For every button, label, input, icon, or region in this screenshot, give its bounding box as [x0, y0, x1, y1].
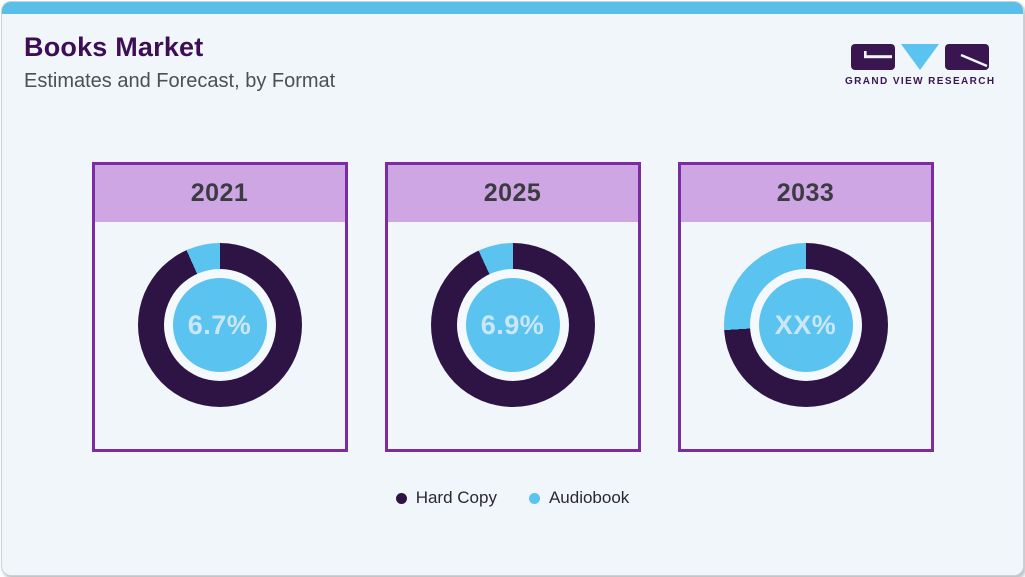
top-accent-bar [2, 2, 1023, 14]
donut-chart-2025: 6.9% [430, 243, 595, 407]
card-body-2021: 6.7% [95, 222, 345, 449]
card-2025: 2025 6.9% [384, 162, 641, 452]
legend-label: Audiobook [548, 488, 630, 507]
legend-item-hard-copy: Hard Copy [395, 488, 497, 508]
donut-center-value: 6.9% [480, 309, 545, 340]
donut-center-circle: 6.9% [465, 278, 560, 372]
donut-hole: 6.7% [163, 269, 276, 381]
legend-label: Hard Copy [415, 488, 497, 507]
gvr-logo-icon [851, 44, 989, 70]
card-2033: 2033 XX% [677, 162, 934, 452]
title-block: Books Market Estimates and Forecast, by … [24, 32, 335, 93]
card-year-label: 2033 [776, 179, 835, 207]
donut-hole: XX% [749, 269, 862, 381]
card-year-label: 2025 [483, 179, 542, 207]
donut-center-value: 6.7% [187, 309, 252, 340]
donut-chart-2021: 6.7% [137, 243, 302, 407]
chart-legend: Hard Copy Audiobook [2, 488, 1023, 508]
donut-center-circle: XX% [758, 278, 853, 372]
card-header-2021: 2021 [94, 165, 345, 222]
page-subtitle: Estimates and Forecast, by Format [24, 70, 336, 92]
donut-center-circle: 6.7% [172, 278, 267, 372]
logo-text: GRAND VIEW RESEARCH [845, 76, 996, 87]
legend-item-audiobook: Audiobook [528, 488, 630, 508]
header: Books Market Estimates and Forecast, by … [2, 14, 1023, 110]
donut-center-value: XX% [774, 309, 837, 340]
audiobook-legend-dot-icon [528, 492, 540, 504]
card-header-2025: 2025 [387, 165, 638, 222]
year-cards-row: 2021 6.7% 2025 [2, 162, 1023, 452]
donut-hole: 6.9% [456, 269, 569, 381]
card-header-2033: 2033 [680, 165, 931, 222]
hard-copy-legend-dot-icon [395, 492, 407, 504]
donut-chart-2033: XX% [723, 243, 888, 407]
card-body-2025: 6.9% [388, 222, 638, 449]
card-body-2033: XX% [681, 222, 931, 449]
card-2021: 2021 6.7% [91, 162, 348, 452]
card-year-label: 2021 [190, 179, 249, 207]
page-title: Books Market [24, 32, 204, 62]
gvr-logo: GRAND VIEW RESEARCH [845, 44, 995, 87]
